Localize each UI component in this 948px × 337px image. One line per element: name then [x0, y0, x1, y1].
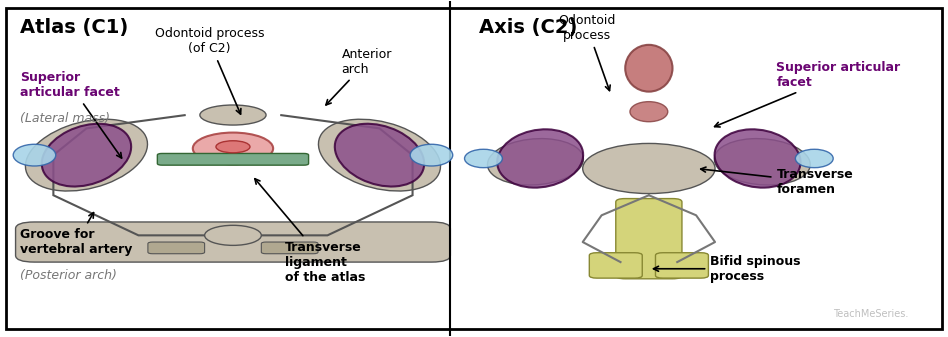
Text: (Posterior arch): (Posterior arch)	[20, 269, 118, 282]
Ellipse shape	[795, 149, 833, 168]
Circle shape	[216, 141, 250, 153]
FancyBboxPatch shape	[616, 198, 682, 279]
FancyBboxPatch shape	[148, 242, 205, 254]
Ellipse shape	[410, 144, 453, 166]
Ellipse shape	[335, 124, 424, 186]
Text: Odontoid process
(of C2): Odontoid process (of C2)	[155, 28, 264, 114]
Text: Axis (C2): Axis (C2)	[479, 18, 577, 37]
Ellipse shape	[465, 149, 502, 168]
Text: Transverse
foramen: Transverse foramen	[701, 167, 853, 196]
Text: Bifid spinous
process: Bifid spinous process	[653, 255, 801, 283]
Ellipse shape	[626, 45, 672, 92]
Ellipse shape	[205, 225, 262, 245]
Ellipse shape	[630, 102, 667, 122]
Text: Superior
articular facet: Superior articular facet	[20, 71, 121, 158]
FancyBboxPatch shape	[15, 222, 450, 262]
Ellipse shape	[192, 132, 273, 164]
Ellipse shape	[200, 105, 266, 125]
Ellipse shape	[715, 139, 811, 185]
Ellipse shape	[583, 144, 715, 193]
Ellipse shape	[26, 119, 148, 191]
Text: Transverse
ligament
of the atlas: Transverse ligament of the atlas	[255, 179, 365, 283]
FancyBboxPatch shape	[590, 253, 642, 278]
FancyBboxPatch shape	[262, 242, 318, 254]
Text: Atlas (C1): Atlas (C1)	[20, 18, 129, 37]
Ellipse shape	[497, 129, 583, 188]
Text: TeachMeSeries.: TeachMeSeries.	[833, 309, 908, 319]
Ellipse shape	[319, 119, 441, 191]
Ellipse shape	[715, 129, 800, 188]
Text: Superior articular
facet: Superior articular facet	[715, 61, 901, 127]
FancyBboxPatch shape	[157, 153, 309, 165]
FancyBboxPatch shape	[655, 253, 708, 278]
Text: (Lateral mass): (Lateral mass)	[20, 112, 110, 125]
Text: Odontoid
process: Odontoid process	[558, 14, 616, 91]
Ellipse shape	[487, 139, 583, 185]
Text: Anterior
arch: Anterior arch	[326, 48, 392, 105]
Ellipse shape	[13, 144, 56, 166]
FancyBboxPatch shape	[6, 8, 942, 329]
Text: Groove for
vertebral artery: Groove for vertebral artery	[20, 213, 133, 256]
Ellipse shape	[42, 124, 131, 186]
